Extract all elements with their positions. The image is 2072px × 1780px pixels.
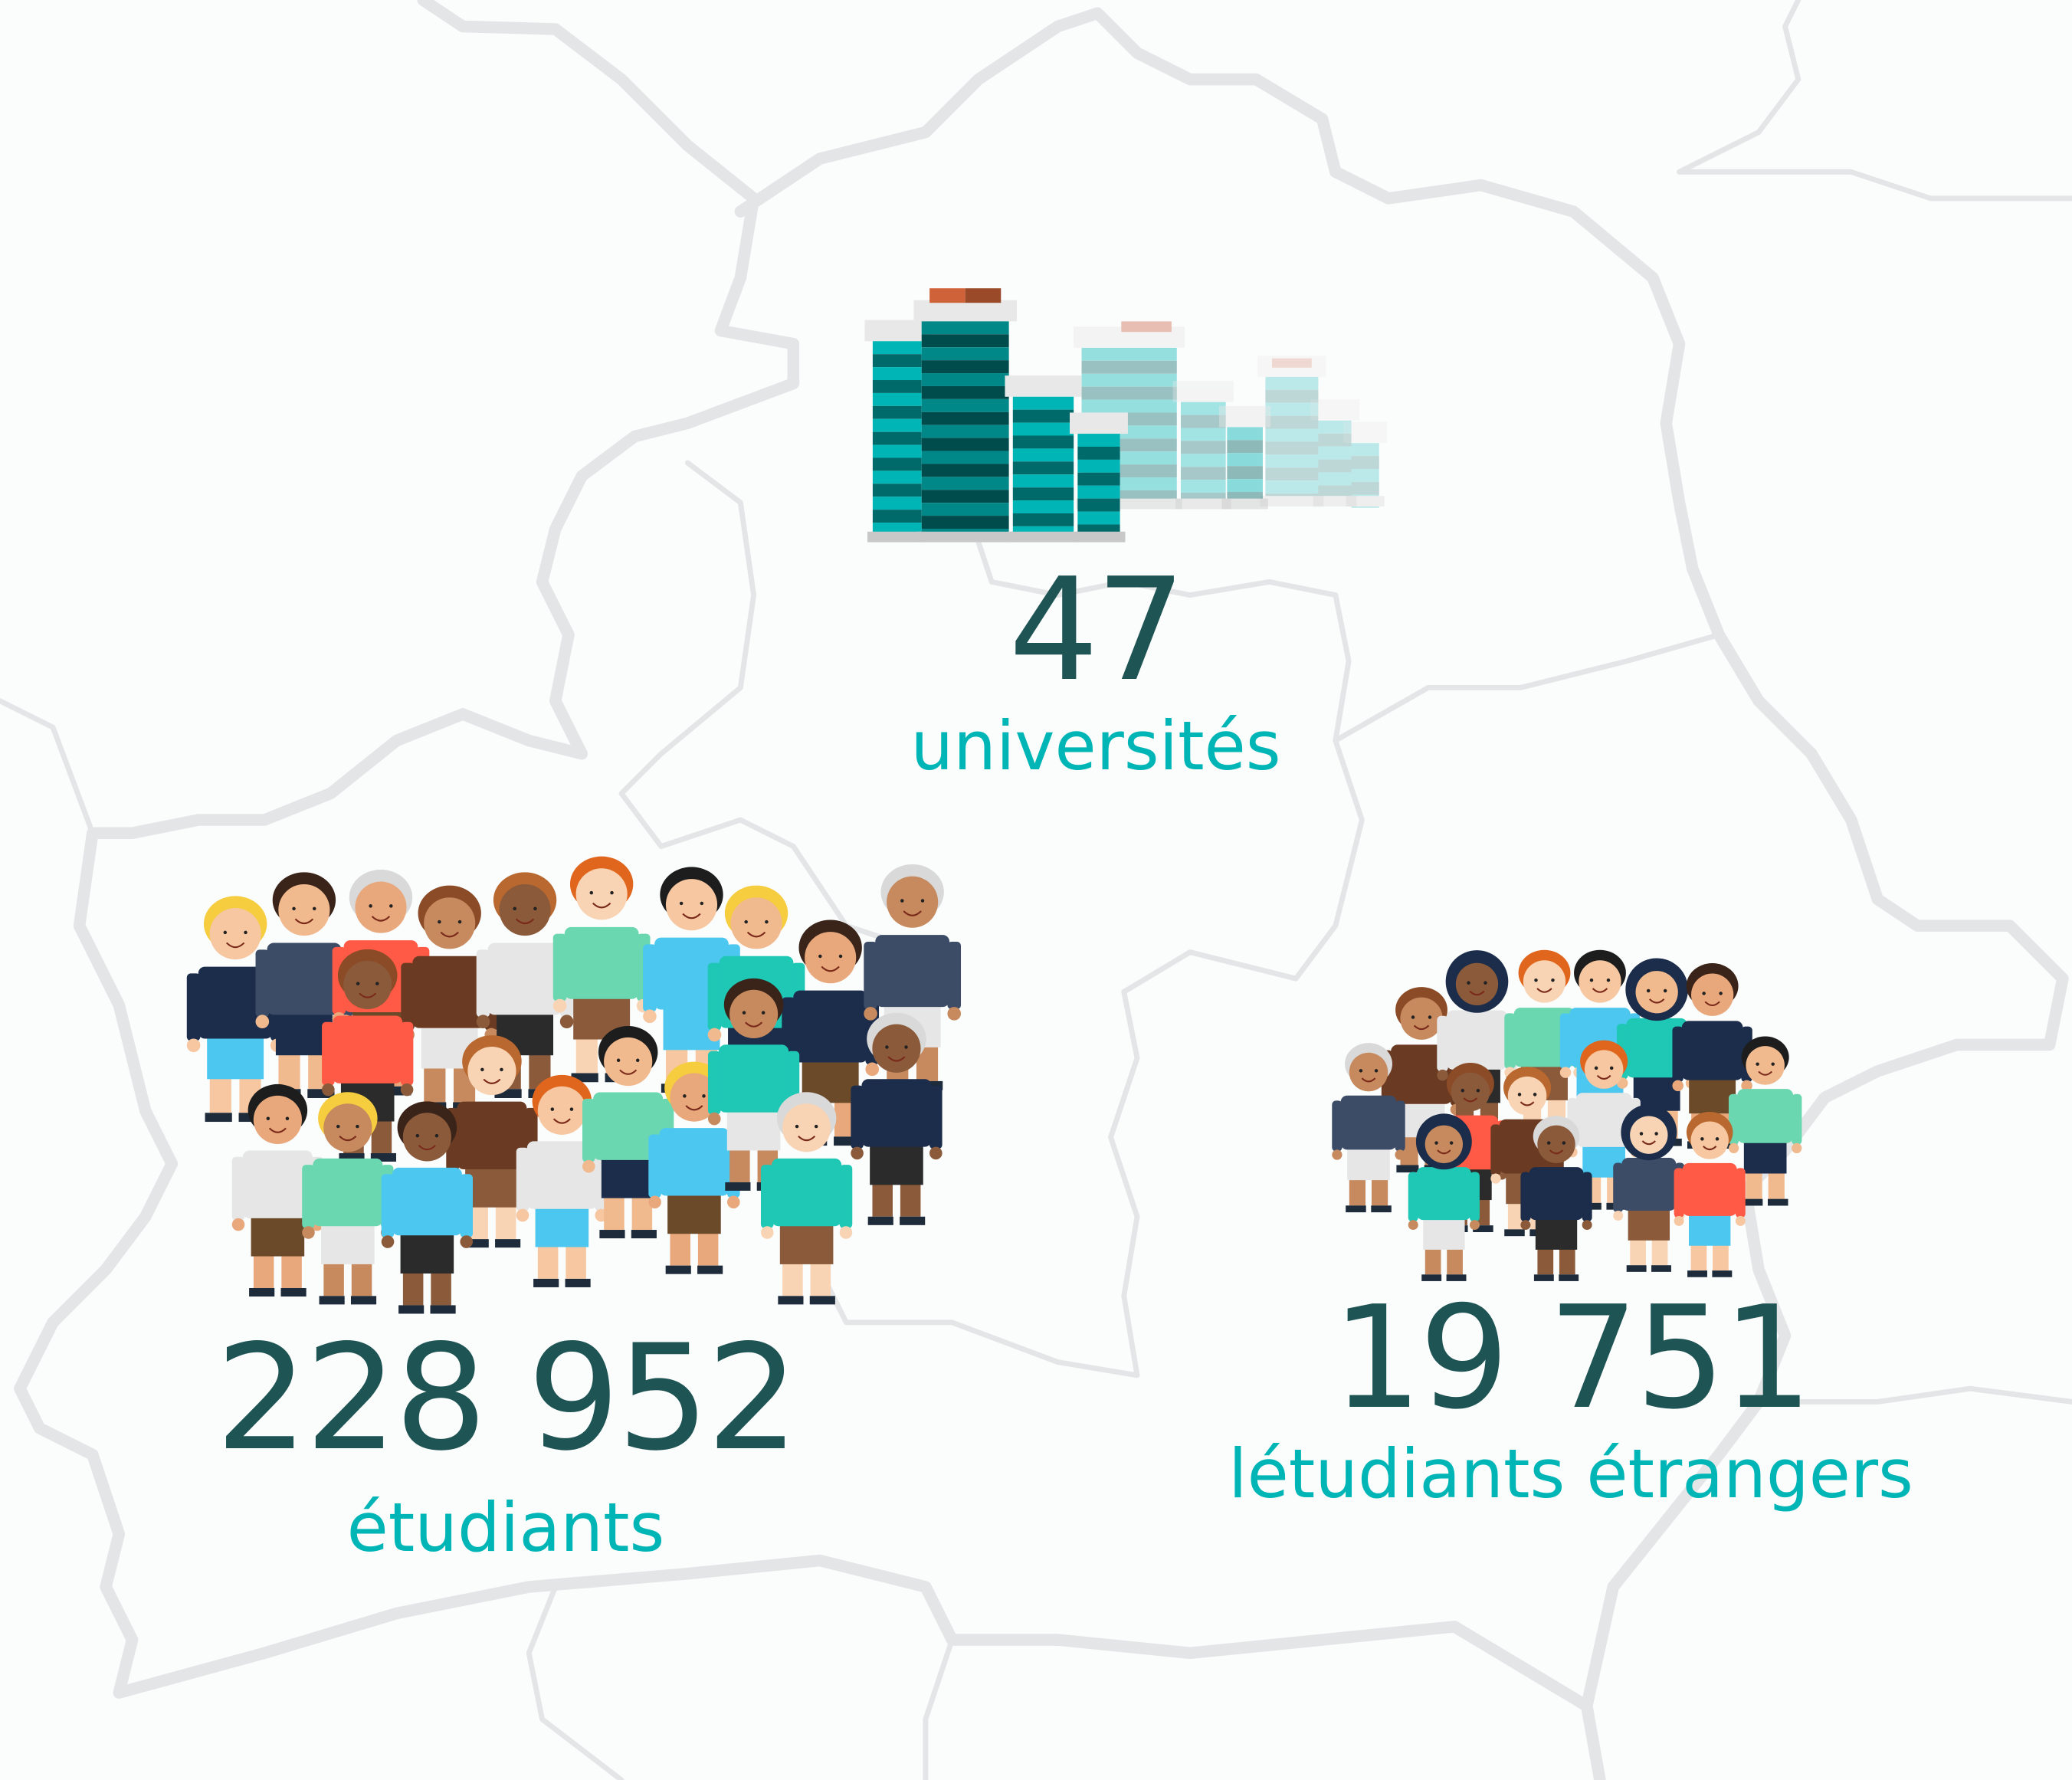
person: [446, 1035, 538, 1248]
country-border-east: [734, 7, 2069, 1713]
universities-count: 47: [1008, 547, 1185, 713]
building: [1257, 356, 1326, 507]
building: [1070, 412, 1128, 543]
universities-stat: 47 universités: [858, 559, 1333, 780]
chimney: [929, 288, 966, 303]
person: [1408, 1113, 1480, 1281]
foreign-students-crowd-icon: [1332, 949, 1802, 1281]
universities-label: universités: [910, 706, 1281, 785]
person: [1520, 1116, 1592, 1281]
building: [864, 320, 930, 543]
person: [760, 1092, 853, 1305]
foreign-students-stat: 19 751 létudiants étrangers: [1195, 1287, 1946, 1508]
foreign-students-count: 19 751: [1332, 1275, 1812, 1441]
person: [1674, 1112, 1746, 1277]
person: [1613, 1104, 1685, 1272]
building: [1218, 405, 1271, 510]
person: [381, 1101, 474, 1314]
building: [1005, 375, 1082, 543]
students-crowd-icon: [186, 856, 962, 1314]
country-border: [14, 0, 1606, 1780]
students-label: étudiants: [346, 1488, 665, 1567]
building: [913, 300, 1017, 543]
chimney: [1121, 321, 1172, 333]
students-count: 228 952: [215, 1313, 799, 1483]
person: [1332, 1043, 1405, 1213]
chimney: [965, 288, 1002, 303]
person: [582, 1025, 674, 1239]
person: [476, 872, 574, 1098]
chimney: [1272, 358, 1312, 368]
person: [1381, 987, 1462, 1173]
person: [851, 1012, 943, 1225]
building: [1343, 421, 1388, 508]
person: [516, 1074, 608, 1287]
students-stat: 228 952 étudiants: [184, 1326, 828, 1562]
foreign-students-label: létudiants étrangers: [1228, 1434, 1913, 1513]
building: [1172, 381, 1234, 510]
buildings-icon: [864, 288, 1388, 543]
person: [186, 896, 284, 1123]
person: [1728, 1036, 1802, 1206]
building: [1310, 399, 1359, 507]
person: [231, 1083, 324, 1297]
